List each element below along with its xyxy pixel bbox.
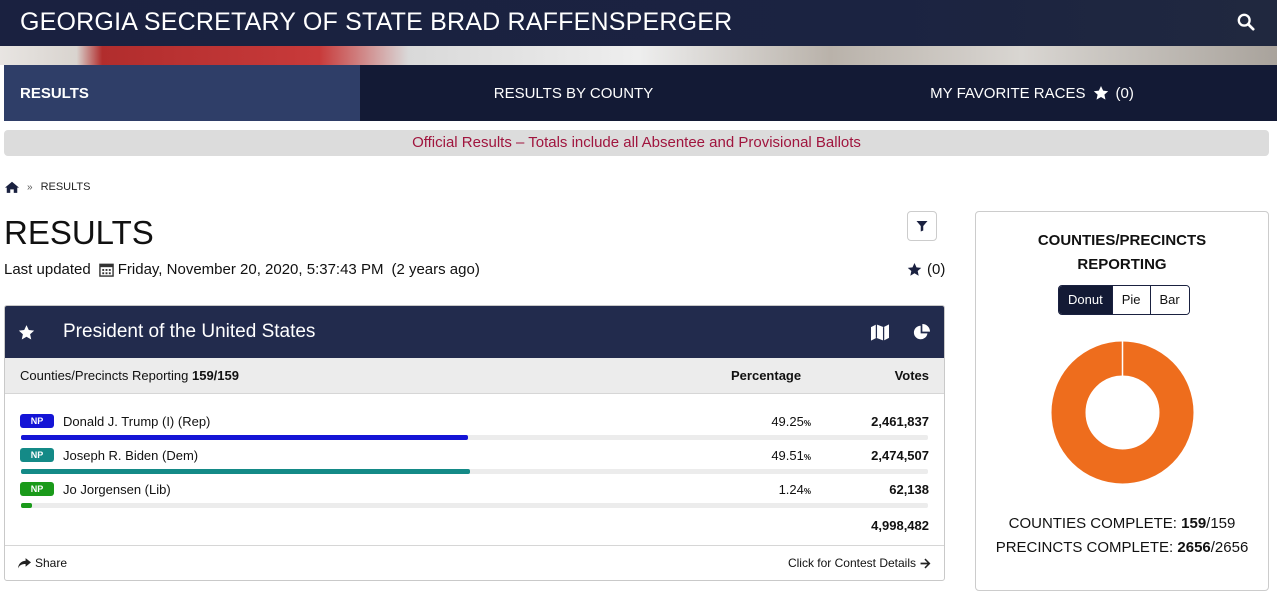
vote-share-bar-fill bbox=[21, 503, 33, 508]
candidate-votes: 62,138 bbox=[889, 481, 929, 497]
counties-complete-label: COUNTIES COMPLETE: bbox=[1008, 515, 1177, 532]
last-updated-label: Last updated bbox=[4, 261, 91, 278]
counties-complete-value: 159 bbox=[1181, 515, 1207, 532]
percent-unit: % bbox=[803, 418, 811, 428]
chart-type-donut[interactable]: Donut bbox=[1059, 286, 1113, 314]
contest-details-link[interactable]: Click for Contest Details bbox=[788, 556, 931, 570]
share-label: Share bbox=[35, 556, 68, 570]
candidate-name: Donald J. Trump (I) (Rep) bbox=[63, 413, 211, 429]
vote-share-bar-fill bbox=[21, 435, 468, 440]
contest-card: President of the United States Counties/… bbox=[4, 305, 945, 581]
last-updated: Last updated Friday, November 20, 2020, … bbox=[4, 261, 480, 278]
share-button[interactable]: Share bbox=[18, 556, 67, 570]
precincts-complete-label: PRECINCTS COMPLETE: bbox=[995, 539, 1174, 556]
favorites-count: (0) bbox=[1115, 84, 1134, 102]
tab-results[interactable]: RESULTS bbox=[4, 65, 360, 121]
candidate-percentage: 49.51% bbox=[767, 448, 811, 463]
candidate-percentage-value: 49.51 bbox=[771, 447, 804, 463]
calendar-icon bbox=[98, 263, 114, 277]
favorite-count-indicator[interactable]: (0) bbox=[907, 261, 945, 278]
vote-share-bar bbox=[21, 435, 928, 440]
contest-details-label: Click for Contest Details bbox=[787, 556, 916, 570]
precincts-total: /2656 bbox=[1210, 539, 1249, 556]
counties-total: /159 bbox=[1206, 515, 1236, 532]
candidate-votes: 2,461,837 bbox=[871, 413, 929, 429]
candidate-name: Joseph R. Biden (Dem) bbox=[63, 447, 199, 463]
share-icon bbox=[18, 557, 31, 568]
search-icon[interactable] bbox=[1237, 13, 1255, 31]
site-header: GEORGIA SECRETARY OF STATE BRAD RAFFENSP… bbox=[0, 0, 1277, 65]
contest-footer: Share Click for Contest Details bbox=[5, 545, 944, 580]
tab-results-label: RESULTS bbox=[20, 84, 89, 102]
breadcrumb-separator-icon: » bbox=[27, 181, 33, 193]
chart-type-toggle: Donut Pie Bar bbox=[1058, 285, 1190, 315]
page-title: RESULTS bbox=[4, 214, 154, 251]
chart-type-bar[interactable]: Bar bbox=[1150, 286, 1189, 314]
reporting-panel: COUNTIES/PRECINCTS REPORTING Donut Pie B… bbox=[975, 211, 1269, 591]
candidate-row[interactable]: NP Donald J. Trump (I) (Rep) 49.25% 2,46… bbox=[5, 407, 944, 441]
tab-results-by-county-label: RESULTS BY COUNTY bbox=[493, 84, 654, 102]
header-banner-image bbox=[0, 46, 1277, 65]
percent-unit: % bbox=[803, 486, 811, 496]
candidate-percentage-value: 49.25 bbox=[771, 413, 804, 429]
reporting-panel-title: COUNTIES/PRECINCTS REPORTING bbox=[976, 229, 1268, 277]
last-updated-ago: (2 years ago) bbox=[391, 261, 480, 278]
reporting-panel-title-line2: REPORTING bbox=[1077, 256, 1167, 273]
pie-chart-icon[interactable] bbox=[913, 323, 930, 341]
vote-share-bar-fill bbox=[21, 469, 471, 474]
candidate-percentage: 1.24% bbox=[767, 482, 811, 497]
contest-subheader: Counties/Precincts Reporting 159/159 Per… bbox=[5, 358, 944, 394]
party-badge: NP bbox=[20, 448, 54, 462]
precincts-complete: PRECINCTS COMPLETE: 2656/2656 bbox=[976, 536, 1268, 560]
map-icon[interactable] bbox=[871, 323, 889, 341]
main-nav: RESULTS RESULTS BY COUNTY MY FAVORITE RA… bbox=[4, 65, 1277, 121]
total-votes: 4,998,482 bbox=[871, 517, 929, 533]
candidate-percentage: 49.25% bbox=[767, 414, 811, 429]
official-results-notice: Official Results – Totals include all Ab… bbox=[4, 130, 1269, 156]
breadcrumb-current: RESULTS bbox=[40, 181, 91, 193]
column-header-votes: Votes bbox=[894, 368, 929, 383]
reporting-stats: COUNTIES COMPLETE: 159/159 PRECINCTS COM… bbox=[976, 512, 1268, 560]
reporting-label: Counties/Precincts Reporting bbox=[20, 368, 189, 383]
tab-favorites-label: MY FAVORITE RACES bbox=[930, 84, 1086, 102]
contest-header: President of the United States bbox=[5, 306, 944, 358]
percent-unit: % bbox=[803, 452, 811, 462]
arrow-right-icon bbox=[920, 558, 931, 568]
chart-type-pie[interactable]: Pie bbox=[1112, 286, 1151, 314]
candidate-name: Jo Jorgensen (Lib) bbox=[63, 481, 171, 497]
reporting-status: Counties/Precincts Reporting 159/159 bbox=[20, 368, 239, 383]
filter-icon bbox=[916, 221, 928, 232]
home-icon[interactable] bbox=[5, 181, 19, 193]
site-title[interactable]: GEORGIA SECRETARY OF STATE BRAD RAFFENSP… bbox=[20, 8, 733, 36]
last-updated-datetime: Friday, November 20, 2020, 5:37:43 PM bbox=[117, 261, 384, 278]
precincts-complete-value: 2656 bbox=[1177, 539, 1211, 556]
vote-share-bar bbox=[21, 503, 928, 508]
star-icon bbox=[1094, 86, 1109, 100]
star-icon bbox=[907, 262, 922, 276]
tab-results-by-county[interactable]: RESULTS BY COUNTY bbox=[360, 65, 787, 121]
candidate-percentage-value: 1.24 bbox=[778, 481, 804, 497]
favorite-star-icon[interactable] bbox=[18, 324, 35, 341]
column-header-percentage: Percentage bbox=[731, 368, 802, 383]
breadcrumb: » RESULTS bbox=[5, 181, 90, 193]
reporting-panel-title-line1: COUNTIES/PRECINCTS bbox=[1037, 232, 1207, 249]
favorite-count: (0) bbox=[927, 261, 946, 278]
tab-my-favorite-races[interactable]: MY FAVORITE RACES (0) bbox=[787, 65, 1277, 121]
reporting-donut-chart bbox=[1051, 340, 1194, 484]
candidate-votes: 2,474,507 bbox=[871, 447, 929, 463]
filter-button[interactable] bbox=[907, 211, 937, 241]
candidate-row[interactable]: NP Jo Jorgensen (Lib) 1.24% 62,138 bbox=[5, 475, 944, 509]
candidate-row[interactable]: NP Joseph R. Biden (Dem) 49.51% 2,474,50… bbox=[5, 441, 944, 475]
counties-complete: COUNTIES COMPLETE: 159/159 bbox=[976, 512, 1268, 536]
contest-title: President of the United States bbox=[63, 321, 316, 342]
reporting-value: 159/159 bbox=[191, 368, 239, 383]
party-badge: NP bbox=[20, 414, 54, 428]
vote-share-bar bbox=[21, 469, 928, 474]
party-badge: NP bbox=[20, 482, 54, 496]
